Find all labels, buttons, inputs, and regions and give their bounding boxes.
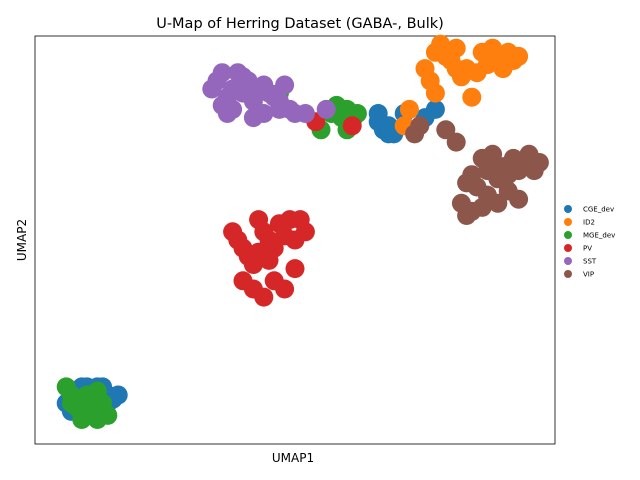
point-CGE_dev-33 [379, 116, 399, 136]
point-VIP-1 [410, 116, 430, 136]
point-ID2-22 [425, 83, 445, 103]
point-SST-21 [254, 104, 274, 123]
legend: CGE_dev ID2 MGE_dev PV SST VIP [564, 205, 615, 279]
point-PV-24 [249, 242, 269, 262]
point-SST-22 [269, 99, 289, 119]
series-VIP [405, 116, 549, 225]
point-ID2-8 [446, 38, 466, 58]
point-VIP-18 [529, 153, 549, 172]
point-SST-2 [212, 63, 232, 83]
legend-marker-MGE_dev [564, 231, 572, 239]
point-PV-20 [285, 259, 305, 279]
point-VIP-24 [477, 185, 497, 205]
point-PV-19 [275, 279, 295, 299]
point-VIP-3 [446, 132, 466, 152]
point-PV-14 [295, 222, 315, 242]
series-PV [223, 112, 362, 307]
legend-label-ID2: ID2 [583, 219, 595, 227]
point-CGE_dev-21 [108, 385, 128, 405]
point-SST-25 [233, 67, 253, 87]
series-MGE_dev [56, 83, 367, 429]
series-SST [202, 63, 336, 128]
point-VIP-26 [509, 189, 529, 209]
point-VIP-22 [457, 206, 477, 225]
legend-marker-VIP [564, 270, 572, 278]
points-layer [56, 34, 549, 429]
legend-label-PV: PV [583, 245, 592, 253]
y-axis-label: UMAP2 [15, 219, 29, 261]
chart-title: U-Map of Herring Dataset (GABA-, Bulk) [156, 16, 444, 32]
point-MGE_dev-15 [87, 389, 107, 409]
legend-marker-SST [564, 257, 572, 265]
point-PV-17 [254, 287, 274, 307]
point-MGE_dev-14 [61, 393, 81, 413]
point-CGE_dev-31 [425, 99, 445, 119]
series-ID2 [394, 34, 529, 136]
point-ID2-21 [446, 59, 466, 79]
point-MGE_dev-11 [98, 405, 118, 425]
point-ID2-11 [462, 87, 482, 107]
legend-label-CGE_dev: CGE_dev [583, 206, 614, 214]
point-SST-19 [212, 95, 232, 115]
point-PV-22 [342, 116, 362, 136]
legend-label-MGE_dev: MGE_dev [583, 232, 615, 240]
legend-marker-CGE_dev [564, 205, 572, 213]
point-ID2-1 [399, 99, 419, 119]
point-ID2-20 [509, 46, 529, 66]
x-axis-label: UMAP1 [272, 451, 314, 465]
point-SST-14 [275, 75, 295, 95]
legend-label-VIP: VIP [583, 271, 594, 279]
legend-marker-PV [564, 244, 572, 252]
point-SST-24 [316, 99, 336, 119]
legend-marker-ID2 [564, 218, 572, 226]
point-SST-23 [295, 104, 315, 123]
plot-area-frame [34, 35, 556, 445]
legend-label-SST: SST [583, 258, 597, 266]
